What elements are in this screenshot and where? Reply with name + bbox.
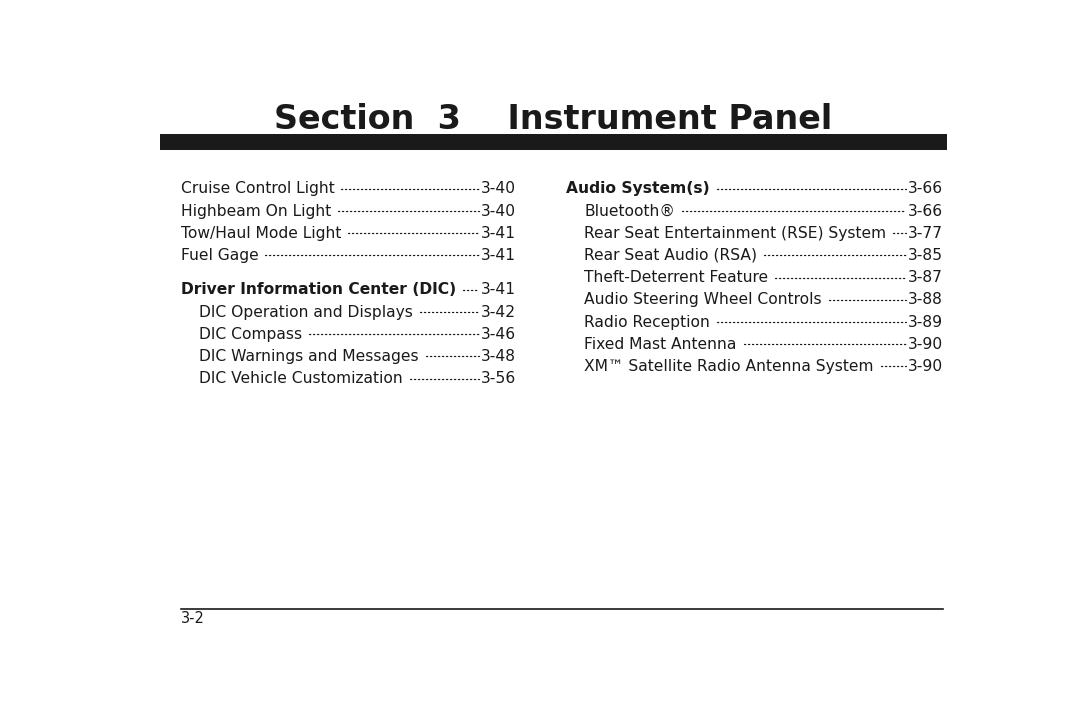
Text: Highbeam On Light: Highbeam On Light (181, 204, 332, 219)
Text: Radio Reception: Radio Reception (584, 315, 711, 330)
Text: 3-89: 3-89 (907, 315, 943, 330)
Text: DIC Compass: DIC Compass (200, 327, 302, 342)
Text: 3-87: 3-87 (907, 270, 943, 285)
Text: 3-41: 3-41 (481, 282, 516, 297)
Text: 3-41: 3-41 (481, 226, 516, 240)
Text: Driver Information Center (DIC): Driver Information Center (DIC) (181, 282, 456, 297)
Text: 3-56: 3-56 (481, 371, 516, 386)
Text: 3-46: 3-46 (481, 327, 516, 342)
Text: Theft-Deterrent Feature: Theft-Deterrent Feature (584, 270, 769, 285)
Text: Rear Seat Audio (RSA): Rear Seat Audio (RSA) (584, 248, 757, 263)
Text: DIC Operation and Displays: DIC Operation and Displays (200, 305, 414, 320)
Text: Bluetooth®: Bluetooth® (584, 204, 675, 219)
Text: Audio System(s): Audio System(s) (566, 181, 710, 197)
Text: XM™ Satellite Radio Antenna System: XM™ Satellite Radio Antenna System (584, 359, 874, 374)
Text: 3-40: 3-40 (481, 181, 516, 197)
Text: 3-41: 3-41 (481, 248, 516, 263)
Text: 3-66: 3-66 (907, 204, 943, 219)
Text: 3-90: 3-90 (907, 359, 943, 374)
Text: 3-77: 3-77 (907, 226, 943, 240)
Text: Rear Seat Entertainment (RSE) System: Rear Seat Entertainment (RSE) System (584, 226, 887, 240)
Text: 3-42: 3-42 (481, 305, 516, 320)
Text: 3-85: 3-85 (907, 248, 943, 263)
Text: 3-48: 3-48 (481, 349, 516, 364)
Text: DIC Vehicle Customization: DIC Vehicle Customization (200, 371, 403, 386)
Text: 3-88: 3-88 (908, 292, 943, 307)
Text: Section  3    Instrument Panel: Section 3 Instrument Panel (274, 103, 833, 136)
Text: Cruise Control Light: Cruise Control Light (181, 181, 335, 197)
Text: Tow/Haul Mode Light: Tow/Haul Mode Light (181, 226, 341, 240)
Text: 3-66: 3-66 (907, 181, 943, 197)
Text: 3-90: 3-90 (907, 337, 943, 351)
Text: 3-2: 3-2 (181, 611, 205, 626)
Text: Audio Steering Wheel Controls: Audio Steering Wheel Controls (584, 292, 822, 307)
Text: DIC Warnings and Messages: DIC Warnings and Messages (200, 349, 419, 364)
Text: Fuel Gage: Fuel Gage (181, 248, 259, 263)
Text: Fixed Mast Antenna: Fixed Mast Antenna (584, 337, 737, 351)
Text: 3-40: 3-40 (481, 204, 516, 219)
FancyBboxPatch shape (160, 133, 947, 150)
